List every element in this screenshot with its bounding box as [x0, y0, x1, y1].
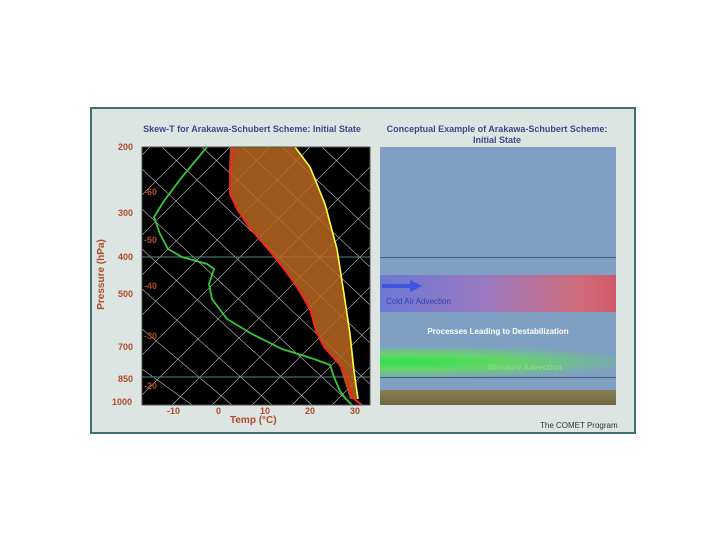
cold-air-band	[380, 275, 616, 312]
moisture-advection-label: Moisture Advection	[488, 363, 562, 372]
pressure-tick: 300	[118, 208, 134, 218]
isobar-line	[380, 377, 616, 378]
temp-tick: -10	[167, 406, 181, 416]
skewt-title: Skew-T for Arakawa-Schubert Scheme: Init…	[143, 124, 361, 134]
isotherm-label: -60	[144, 187, 158, 197]
processes-label: Processes Leading to Destabilization	[427, 327, 569, 336]
pressure-axis-label: Pressure (hPa)	[95, 239, 107, 310]
cape-area	[229, 147, 358, 399]
concept-panel: Cold Air Advection Processes Leading to …	[380, 147, 616, 405]
credit-text: The COMET Program	[540, 421, 618, 430]
parcel-curve	[294, 147, 359, 400]
pressure-tick: 1000	[112, 397, 133, 407]
temp-axis-label: Temp (°C)	[230, 415, 277, 426]
skewt-diagram	[141, 146, 371, 406]
temp-tick: 10	[260, 406, 271, 416]
isotherm-label: -20	[144, 381, 158, 391]
pressure-tick: 500	[118, 289, 134, 299]
pressure-tick: 700	[118, 342, 134, 352]
pressure-tick: 850	[118, 374, 134, 384]
isotherm-label: -30	[144, 331, 158, 341]
figure-frame: Skew-T for Arakawa-Schubert Scheme: Init…	[90, 107, 636, 434]
isobar-lines	[142, 256, 370, 378]
ground-terrain	[380, 390, 616, 405]
pressure-tick: 200	[118, 142, 134, 152]
temp-tick: 0	[216, 406, 222, 416]
moisture-band	[380, 347, 616, 377]
temperature-profile	[229, 147, 363, 405]
concept-title: Conceptual Example of Arakawa-Schubert S…	[386, 124, 608, 145]
dewpoint-profile	[153, 147, 353, 405]
cold-advection-label: Cold Air Advection	[386, 297, 451, 306]
skewt-border	[141, 146, 371, 406]
isotherm-label: -40	[144, 281, 158, 291]
temp-tick: 20	[305, 406, 316, 416]
cold-advection-arrow-icon	[382, 280, 422, 292]
temp-tick: 30	[350, 406, 361, 416]
isobar-line	[380, 257, 616, 258]
isotherm-label: -50	[144, 235, 158, 245]
pressure-tick: 400	[118, 252, 134, 262]
